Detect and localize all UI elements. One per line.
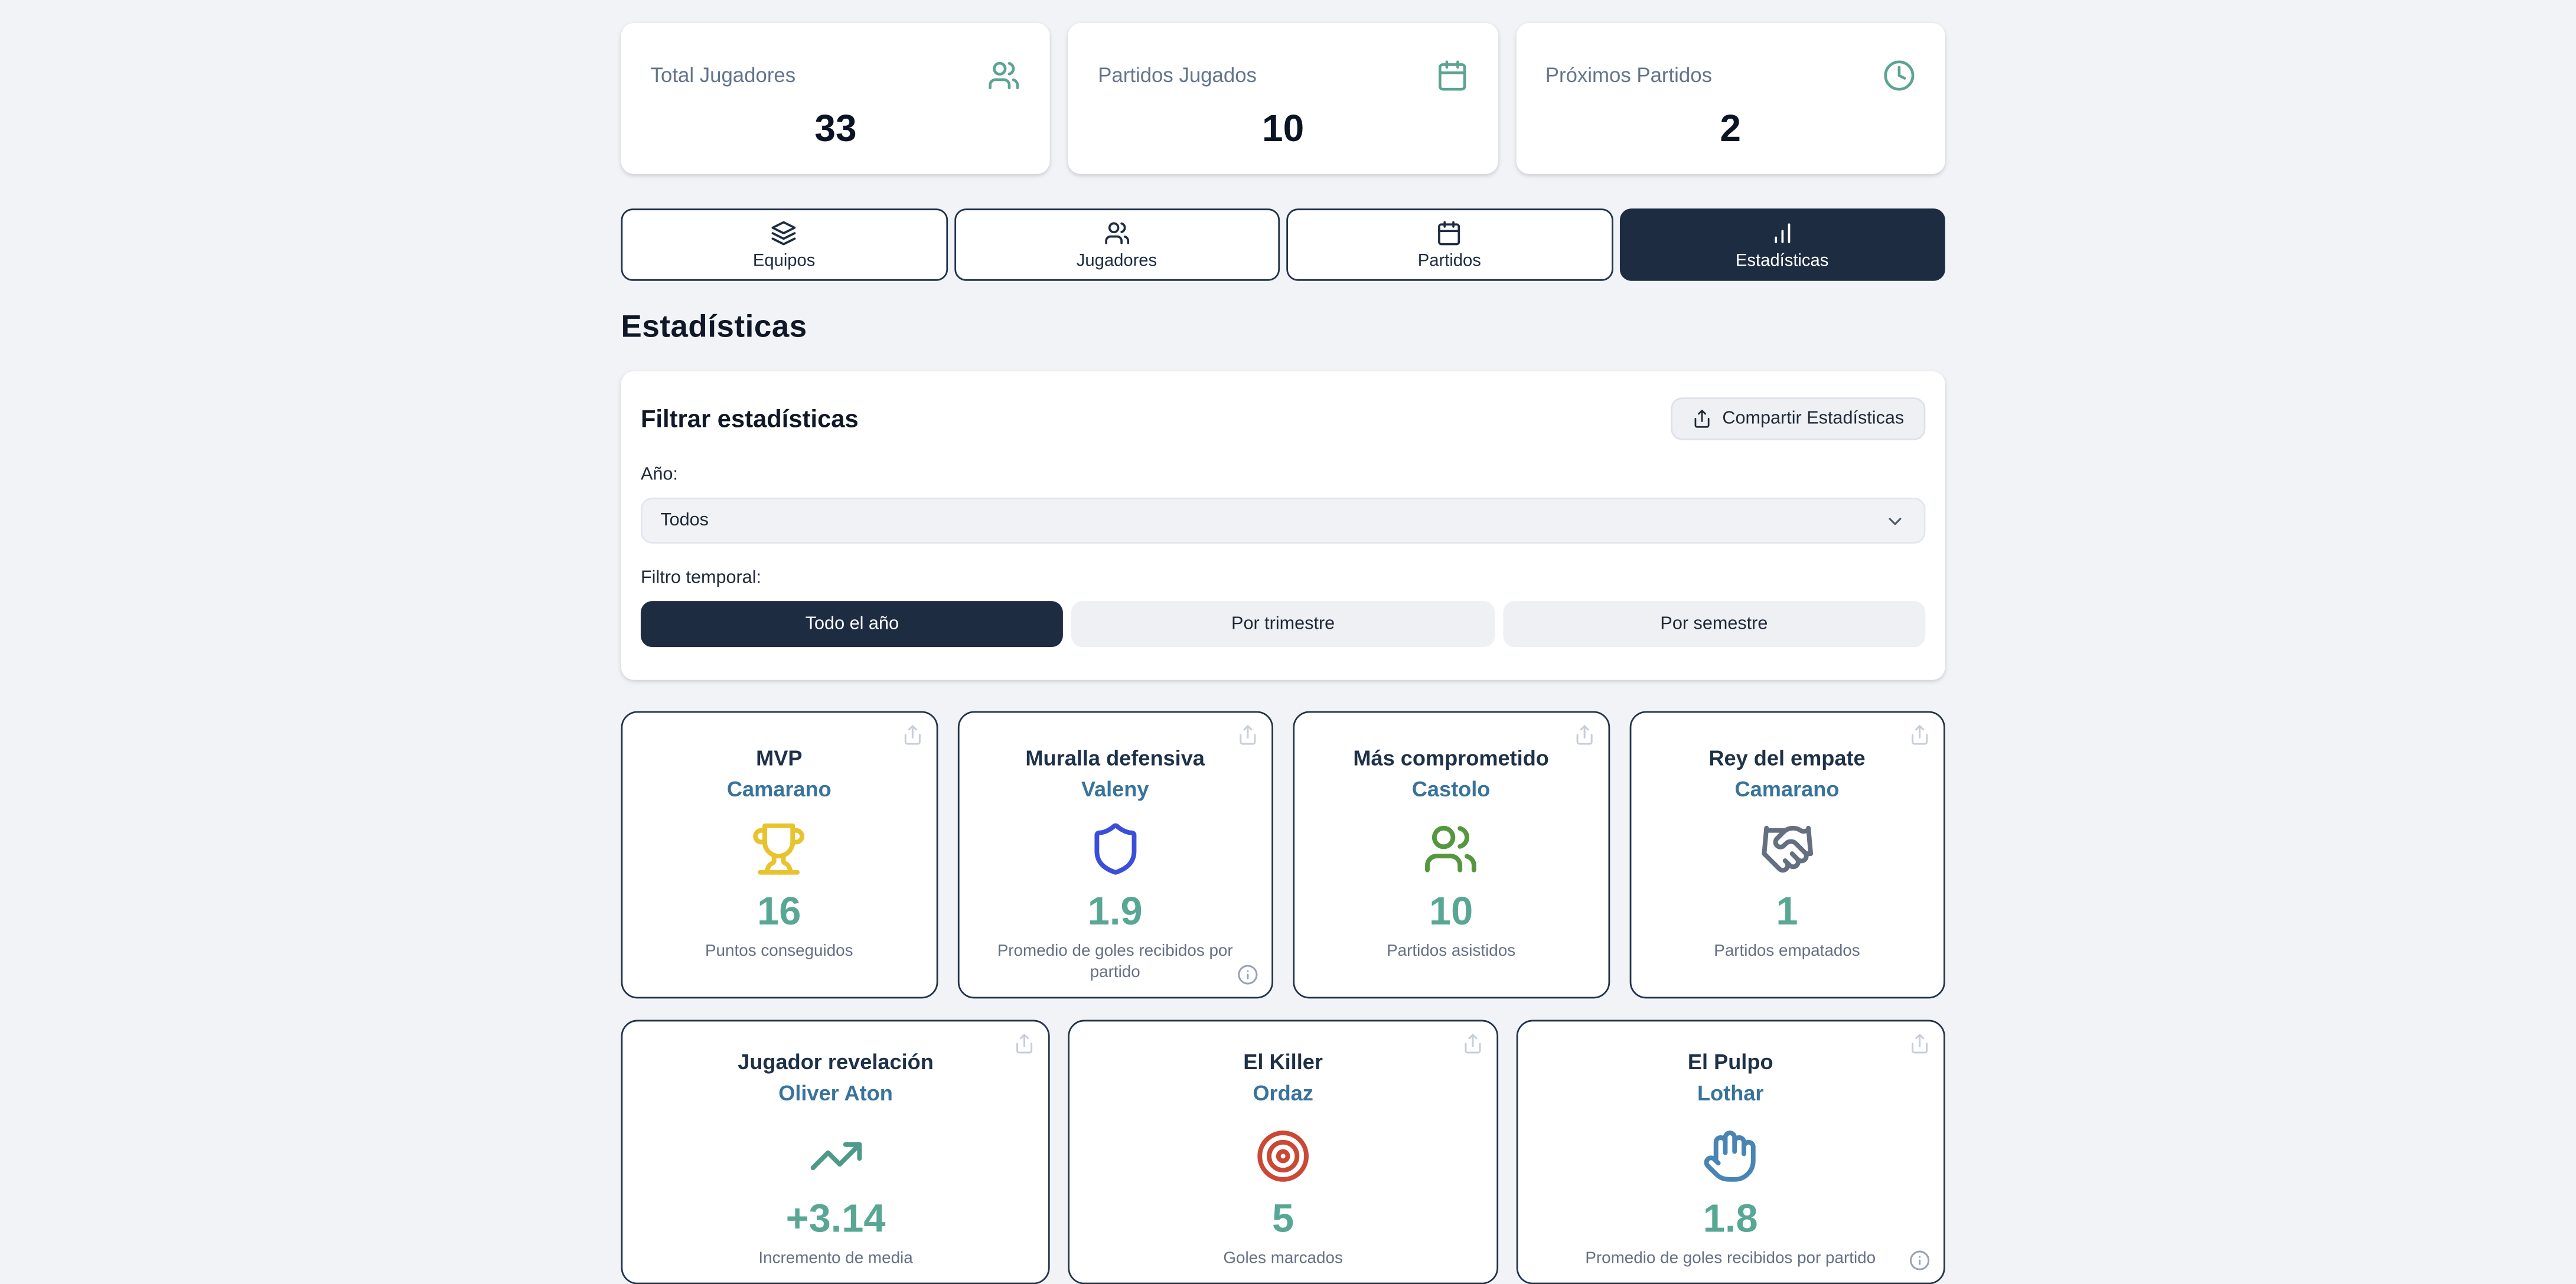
summary-value: 2 [1720, 106, 1742, 150]
layers-icon [771, 219, 797, 246]
award-value: 1 [1776, 890, 1798, 935]
calendar-icon [1436, 219, 1463, 246]
award-card-muralla-defensiva: Muralla defensiva Valeny 1.9 Promedio de… [957, 711, 1273, 999]
award-title: Muralla defensiva [1025, 745, 1205, 770]
award-value: +3.14 [785, 1197, 886, 1242]
award-player: Ordaz [1253, 1080, 1313, 1106]
share-stats-button[interactable]: Compartir Estadísticas [1671, 397, 1926, 440]
trending-up-icon [639, 1128, 1032, 1184]
award-title: Más comprometido [1353, 745, 1549, 770]
award-player: Camarano [1734, 776, 1840, 802]
award-value: 10 [1429, 890, 1473, 935]
award-card-el-killer: El Killer Ordaz 5 Goles marcados [1068, 1020, 1498, 1284]
share-icon[interactable] [1014, 1033, 1035, 1054]
summary-row: Total Jugadores 33 Partidos Jugados 10 P… [621, 22, 1945, 174]
content-area: Total Jugadores 33 Partidos Jugados 10 P… [621, 22, 1945, 1284]
award-caption: Goles marcados [1223, 1250, 1343, 1268]
filter-panel: Filtrar estadísticas Compartir Estadísti… [621, 371, 1945, 680]
year-select[interactable]: Todos [640, 497, 1926, 544]
share-icon[interactable] [1462, 1033, 1483, 1054]
summary-card-proximos-partidos: Próximos Partidos 2 [1515, 22, 1945, 174]
hand-icon [1534, 1128, 1927, 1184]
share-icon[interactable] [1909, 1033, 1931, 1054]
tab-label: Partidos [1417, 250, 1481, 270]
tab-bar: Equipos Jugadores Partidos Estadísticas [621, 208, 1945, 281]
award-player: Camarano [726, 776, 832, 802]
temporal-filter-group: Todo el año Por trimestre Por semestre [640, 601, 1926, 648]
tab-estadisticas[interactable]: Estadísticas [1619, 208, 1945, 281]
award-caption: Promedio de goles recibidos por partido [1585, 1250, 1876, 1268]
summary-label: Próximos Partidos [1545, 64, 1713, 87]
award-card-mas-comprometido: Más comprometido Castolo 10 Partidos asi… [1293, 711, 1609, 999]
share-stats-label: Compartir Estadísticas [1722, 409, 1905, 429]
tab-partidos[interactable]: Partidos [1286, 208, 1613, 281]
year-label: Año: [640, 465, 678, 485]
award-title: Rey del empate [1708, 745, 1866, 770]
summary-label: Partidos Jugados [1098, 64, 1257, 87]
award-title: Jugador revelación [738, 1049, 934, 1074]
award-value: 1.8 [1703, 1197, 1758, 1242]
award-caption: Promedio de goles recibidos por partido [997, 942, 1233, 982]
bar-chart-icon [1769, 219, 1795, 246]
award-value: 1.9 [1087, 890, 1143, 935]
target-icon [1087, 1128, 1480, 1184]
share-icon[interactable] [901, 724, 922, 746]
summary-value: 33 [814, 106, 857, 150]
share-icon[interactable] [1573, 724, 1594, 746]
calendar-icon [1435, 59, 1468, 92]
users-icon [988, 59, 1021, 92]
tab-label: Estadísticas [1735, 250, 1829, 270]
temporal-option-por-trimestre[interactable]: Por trimestre [1071, 601, 1495, 648]
award-caption: Incremento de media [758, 1250, 913, 1268]
clock-icon [1883, 59, 1916, 92]
share-icon [1693, 409, 1712, 429]
award-value: 16 [757, 890, 801, 935]
award-title: El Killer [1243, 1049, 1323, 1074]
year-select-value: Todos [660, 511, 709, 531]
page-title: Estadísticas [621, 310, 807, 345]
tab-jugadores[interactable]: Jugadores [953, 208, 1280, 281]
filter-title: Filtrar estadísticas [640, 404, 859, 433]
award-card-rey-del-empate: Rey del empate Camarano 1 Partidos empat… [1629, 711, 1945, 999]
temporal-filter-label: Filtro temporal: [640, 568, 762, 588]
award-caption: Puntos conseguidos [705, 942, 853, 961]
award-caption: Partidos empatados [1714, 942, 1860, 961]
summary-label: Total Jugadores [650, 64, 796, 87]
chevron-down-icon [1884, 510, 1906, 531]
award-title: El Pulpo [1687, 1049, 1773, 1074]
award-title: MVP [756, 745, 803, 770]
award-card-el-pulpo: El Pulpo Lothar 1.8 Promedio de goles re… [1515, 1020, 1945, 1284]
award-caption: Partidos asistidos [1387, 942, 1516, 961]
share-icon[interactable] [1909, 724, 1931, 746]
users-icon [1311, 821, 1591, 877]
share-icon[interactable] [1237, 724, 1258, 746]
award-card-jugador-revelacion: Jugador revelación Oliver Aton +3.14 Inc… [621, 1020, 1051, 1284]
handshake-icon [1647, 821, 1927, 877]
award-player: Valeny [1081, 776, 1149, 802]
temporal-option-por-semestre[interactable]: Por semestre [1502, 601, 1926, 648]
award-value: 5 [1272, 1197, 1294, 1242]
trophy-icon [639, 821, 919, 877]
info-icon[interactable] [1909, 1250, 1931, 1271]
shield-icon [975, 821, 1255, 877]
summary-value: 10 [1262, 106, 1305, 150]
tab-label: Equipos [752, 250, 816, 270]
temporal-option-todo-el-ano[interactable]: Todo el año [640, 601, 1064, 648]
tab-equipos[interactable]: Equipos [621, 208, 947, 281]
users-icon [1104, 219, 1130, 246]
summary-card-partidos-jugados: Partidos Jugados 10 [1068, 22, 1498, 174]
tab-label: Jugadores [1076, 250, 1157, 270]
award-player: Oliver Aton [778, 1080, 893, 1106]
awards-row-1: MVP Camarano 16 Puntos conseguidos Mural… [621, 711, 1945, 999]
summary-card-total-jugadores: Total Jugadores 33 [621, 22, 1051, 174]
awards-row-2: Jugador revelación Oliver Aton +3.14 Inc… [621, 1020, 1945, 1284]
award-player: Castolo [1411, 776, 1491, 802]
award-card-mvp: MVP Camarano 16 Puntos conseguidos [621, 711, 938, 999]
award-player: Lothar [1697, 1080, 1764, 1106]
info-icon[interactable] [1237, 964, 1258, 985]
